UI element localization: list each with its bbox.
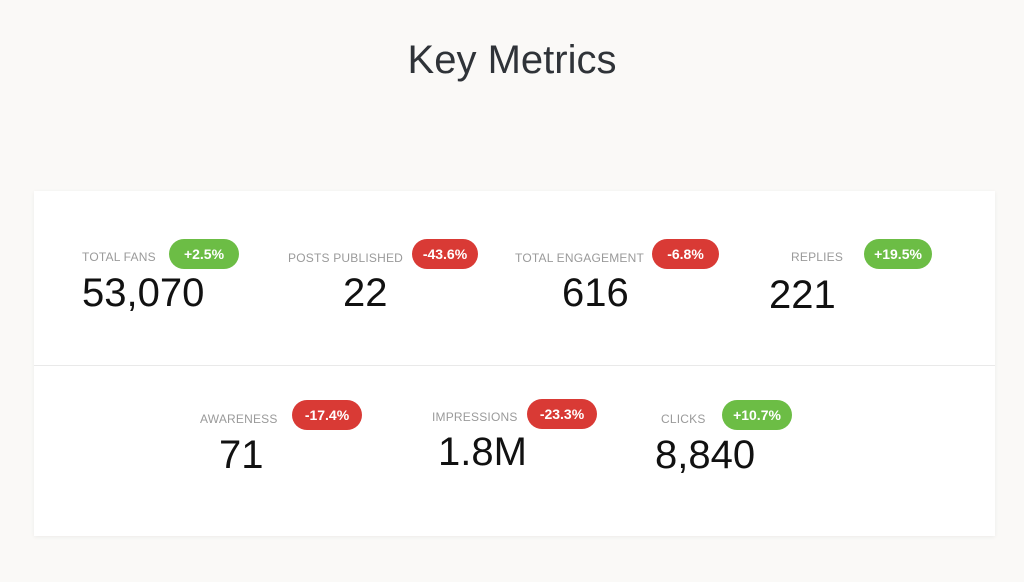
metric-label: AWARENESS	[200, 412, 278, 426]
metrics-card: TOTAL FANS +2.5% 53,070 POSTS PUBLISHED …	[34, 191, 995, 536]
metric-value: 53,070	[82, 271, 205, 315]
metric-value: 221	[769, 273, 836, 317]
change-badge: +19.5%	[864, 239, 932, 269]
metric-label: POSTS PUBLISHED	[288, 251, 404, 265]
change-badge: +10.7%	[722, 400, 792, 430]
metric-value: 22	[343, 271, 388, 315]
metric-label: TOTAL FANS	[82, 250, 156, 264]
metric-label: IMPRESSIONS	[432, 410, 518, 424]
row-divider	[34, 365, 995, 366]
metric-label: CLICKS	[661, 412, 706, 426]
metric-label: TOTAL ENGAGEMENT	[515, 251, 644, 265]
metric-value: 1.8M	[438, 430, 527, 474]
metric-value: 616	[562, 271, 629, 315]
page-title: Key Metrics	[407, 38, 617, 82]
change-badge: -17.4%	[292, 400, 362, 430]
change-badge: -23.3%	[527, 399, 597, 429]
metric-label: REPLIES	[791, 250, 844, 264]
metric-value: 71	[219, 433, 264, 477]
change-badge: -43.6%	[412, 239, 478, 269]
change-badge: -6.8%	[652, 239, 719, 269]
change-badge: +2.5%	[169, 239, 239, 269]
metric-value: 8,840	[655, 433, 756, 477]
